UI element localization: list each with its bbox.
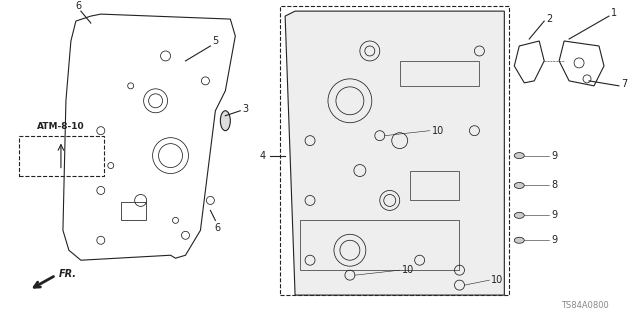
Text: 10: 10 [431,126,444,136]
Text: 6: 6 [214,223,220,233]
Bar [400,61,479,86]
Text: 9: 9 [551,235,557,245]
Text: 9: 9 [551,210,557,220]
Ellipse shape [515,153,524,159]
Text: 2: 2 [546,14,552,24]
Polygon shape [285,11,504,295]
Text: TS84A0800: TS84A0800 [561,300,609,309]
Bar [300,220,460,270]
Text: 3: 3 [243,104,248,114]
Text: 1: 1 [611,8,617,18]
Ellipse shape [220,111,230,131]
Bar [280,6,509,295]
Ellipse shape [515,182,524,188]
Text: 10: 10 [402,265,414,275]
Bar [410,171,460,200]
Text: 8: 8 [551,180,557,190]
Text: 10: 10 [492,275,504,285]
Text: ATM-8-10: ATM-8-10 [37,122,84,131]
Ellipse shape [515,237,524,243]
Text: 7: 7 [621,79,627,89]
Text: 6: 6 [76,1,82,11]
Text: 4: 4 [259,151,265,161]
Bar [19,136,104,176]
Text: 5: 5 [212,36,219,46]
Bar [121,203,146,220]
Ellipse shape [515,212,524,218]
Text: 9: 9 [551,151,557,161]
Text: FR.: FR. [59,269,77,279]
